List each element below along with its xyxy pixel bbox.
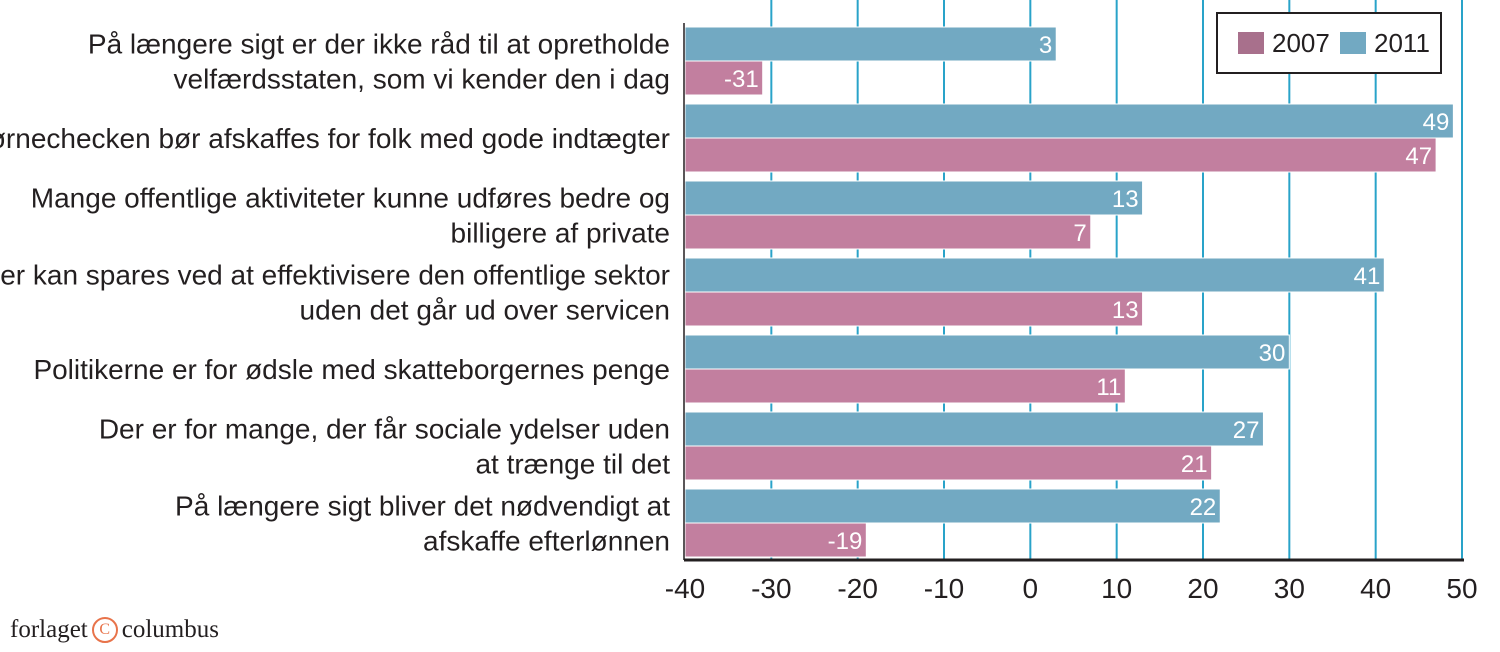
- x-tick-label: -20: [837, 573, 877, 604]
- x-tick-label: 10: [1101, 573, 1132, 604]
- bar-value-label: 41: [1354, 263, 1381, 290]
- x-tick-label: -10: [924, 573, 964, 604]
- bar-value-label: 3: [1039, 32, 1052, 59]
- bar-value-label: 11: [1096, 374, 1121, 401]
- bar-value-label: 21: [1181, 451, 1208, 478]
- bar-value-label: 27: [1233, 417, 1260, 444]
- legend-box: [1216, 12, 1442, 74]
- category-label: På længere sigt er der ikke råd til at o…: [88, 29, 670, 60]
- bars: 3 -31 49 47 13 7 41 13 30 11 27 21 22 -19: [684, 26, 1454, 558]
- category-label: at trænge til det: [475, 449, 670, 480]
- category-label: Mange offentlige aktiviteter kunne udfør…: [31, 183, 670, 214]
- bar-value-label: 13: [1112, 297, 1139, 324]
- x-tick-label: 50: [1446, 573, 1477, 604]
- bar-2011: [684, 103, 1454, 139]
- bar-value-label: 7: [1073, 220, 1086, 247]
- bar-value-label: -19: [828, 528, 863, 555]
- x-tick-label: 0: [1023, 573, 1039, 604]
- category-label: afskaffe efterlønnen: [423, 526, 670, 557]
- x-tick-label: 30: [1274, 573, 1305, 604]
- publisher-logo: forlaget C columbus: [10, 616, 219, 644]
- legend: 2007 2011: [1216, 12, 1442, 74]
- x-axis: -40 -30 -20 -10 0 10 20 30 40 50: [665, 23, 1478, 604]
- category-label: velfærdsstaten, som vi kender den i dag: [174, 64, 670, 95]
- bar-2011: [684, 411, 1264, 447]
- bar-2011: [684, 180, 1144, 216]
- legend-label: 2007: [1272, 28, 1330, 58]
- bar-2011: [684, 257, 1385, 293]
- category-label: På længere sigt bliver det nødvendigt at: [175, 491, 670, 522]
- bar-value-label: 49: [1423, 109, 1450, 136]
- legend-swatch-2007: [1238, 32, 1264, 54]
- copyright-icon: C: [91, 617, 118, 643]
- legend-swatch-2011: [1340, 32, 1366, 54]
- bar-2007: [684, 445, 1213, 481]
- bar-value-label: 30: [1259, 340, 1286, 367]
- bar-2007: [684, 522, 867, 558]
- bar-2007: [684, 368, 1126, 404]
- bar-value-label: 22: [1190, 494, 1217, 521]
- bar-2007: [684, 214, 1092, 250]
- category-label: uden det går ud over servicen: [300, 295, 670, 326]
- publisher-name-right: columbus: [121, 616, 219, 643]
- x-tick-label: -40: [665, 573, 705, 604]
- category-label: Politikerne er for ødsle med skatteborge…: [33, 354, 670, 385]
- category-label: Der er for mange, der får sociale ydelse…: [99, 414, 670, 445]
- x-tick-label: -30: [751, 573, 791, 604]
- category-label: billigere af private: [451, 218, 670, 249]
- x-tick-label: 40: [1360, 573, 1391, 604]
- bar-2011: [684, 334, 1290, 370]
- publisher-name-left: forlaget: [10, 616, 88, 643]
- category-label: Der kan spares ved at effektivisere den …: [0, 260, 670, 291]
- bar-2007: [684, 60, 764, 96]
- legend-label: 2011: [1374, 28, 1430, 58]
- bar-value-label: -31: [724, 66, 759, 93]
- bar-2007: [684, 137, 1437, 173]
- bar-value-label: 13: [1112, 186, 1139, 213]
- bar-2007: [684, 291, 1144, 327]
- bar-value-label: 47: [1405, 143, 1432, 170]
- bar-2011: [684, 488, 1221, 524]
- x-tick-label: 20: [1187, 573, 1218, 604]
- category-labels: På længere sigt er der ikke råd til at o…: [0, 29, 670, 557]
- bar-2011: [684, 26, 1057, 62]
- category-label: Børnechecken bør afskaffes for folk med …: [0, 123, 670, 154]
